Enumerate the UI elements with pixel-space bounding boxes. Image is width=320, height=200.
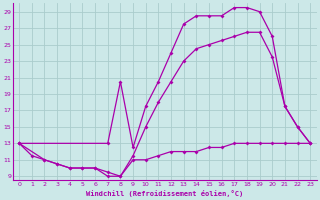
X-axis label: Windchill (Refroidissement éolien,°C): Windchill (Refroidissement éolien,°C): [86, 190, 243, 197]
